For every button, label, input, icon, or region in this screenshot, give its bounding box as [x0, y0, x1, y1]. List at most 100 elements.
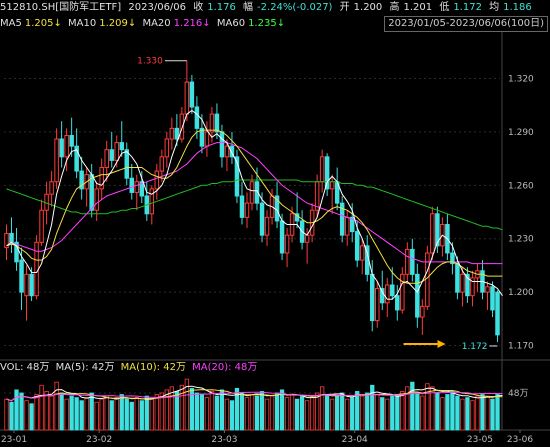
volume-bar	[224, 398, 230, 431]
volume-bar	[475, 395, 480, 431]
candle-body	[74, 145, 79, 172]
volume-bar	[24, 400, 29, 431]
candle-body	[369, 273, 375, 322]
volume-bar	[104, 395, 109, 431]
candle-body	[169, 127, 175, 140]
avg-value: 1.186	[503, 2, 532, 13]
candle-body	[259, 202, 265, 236]
volume-bar	[159, 392, 164, 431]
volume-bar	[114, 397, 119, 431]
volume-bar	[54, 381, 59, 431]
candle-body	[374, 288, 380, 322]
candle-body	[304, 234, 310, 243]
volume-bar	[244, 397, 250, 431]
volume-bar	[199, 394, 205, 431]
arrow-icon	[437, 339, 446, 348]
x-tick-label: 23-06	[507, 435, 533, 445]
volume-bar	[259, 391, 265, 431]
candle-body	[465, 273, 470, 297]
candle-body	[425, 252, 430, 307]
candle-body	[395, 295, 400, 311]
volume-bar	[119, 394, 124, 431]
volume-bar	[355, 391, 360, 431]
candle-body	[430, 213, 435, 254]
volume-bar	[299, 395, 305, 431]
candle-body	[99, 167, 104, 190]
quote-date: 2023/06/06	[128, 2, 187, 13]
candle-body	[174, 127, 180, 140]
candle-body	[129, 177, 135, 193]
ma5-label: MA5	[0, 18, 22, 29]
candle-body	[134, 181, 140, 193]
volume-bar	[314, 392, 320, 431]
low-marker-label: 1.172	[462, 342, 488, 352]
volume-bar	[330, 398, 335, 431]
candle-body	[164, 138, 170, 158]
candle-body	[179, 113, 185, 140]
candle-body	[14, 241, 19, 263]
candle-body	[39, 209, 44, 243]
y-tick-label: 1.230	[508, 235, 534, 245]
volume-bar	[239, 392, 245, 431]
candle-body	[284, 234, 290, 254]
volume-bar	[495, 394, 500, 431]
volume-bar	[370, 384, 375, 431]
volume-bar	[465, 397, 470, 431]
date-range-selector[interactable]: 2023/01/05-2023/06/06(100日)	[384, 16, 548, 32]
candle-body	[204, 131, 210, 147]
candle-body	[94, 188, 99, 211]
volume-bar	[164, 389, 169, 431]
candle-body	[214, 113, 220, 133]
candle-body	[24, 273, 29, 297]
ma5-line	[6, 109, 503, 300]
candle-body	[59, 138, 64, 158]
quote-header: 512810.SH[国防军工ETF] 2023/06/06 收 1.176 幅 -2…	[0, 0, 550, 16]
volume-bar	[124, 398, 129, 431]
volume-bar	[450, 391, 455, 431]
avg-label: 均	[489, 2, 500, 13]
volume-bar	[234, 387, 240, 431]
candle-body	[189, 81, 195, 108]
volume-bar	[319, 386, 325, 431]
volume-bar	[264, 398, 270, 431]
candle-body	[435, 213, 440, 247]
volume-bar	[204, 397, 210, 431]
candle-body	[455, 263, 460, 293]
volume-bar	[269, 395, 275, 431]
high-value: 1.201	[403, 2, 433, 13]
candle-body	[119, 142, 124, 151]
volume-bar	[189, 387, 195, 431]
volume-bar	[420, 395, 425, 431]
candle-body	[114, 142, 119, 161]
candle-body	[244, 202, 250, 218]
volume-bar	[390, 395, 395, 431]
ma60-label: MA60	[216, 18, 246, 29]
volume-bar	[304, 400, 310, 431]
volume-bar	[129, 401, 134, 431]
ma20-value: 1.216↓	[173, 18, 211, 29]
candle-body	[329, 181, 335, 190]
ma20-label: MA20	[142, 18, 171, 29]
candle-body	[264, 216, 270, 236]
candle-body	[249, 181, 255, 204]
volume-bar	[9, 401, 14, 431]
volume-bar	[19, 392, 24, 431]
x-tick-label: 23-01	[1, 435, 27, 445]
volume-bar	[209, 391, 215, 431]
volume-bar	[69, 395, 74, 431]
candle-body	[324, 156, 330, 190]
volume-bar	[425, 383, 430, 431]
candle-body	[69, 134, 74, 147]
candle-body	[4, 232, 9, 249]
volume-bar	[29, 403, 34, 431]
candle-body	[254, 181, 260, 204]
candle-body	[19, 259, 24, 293]
volume-bar	[289, 394, 295, 431]
candle-body	[405, 248, 410, 275]
candle-body	[89, 174, 94, 211]
volume-bar	[139, 400, 144, 431]
candle-body	[485, 286, 490, 293]
candle-body	[359, 245, 365, 261]
ma20-line	[6, 142, 503, 265]
